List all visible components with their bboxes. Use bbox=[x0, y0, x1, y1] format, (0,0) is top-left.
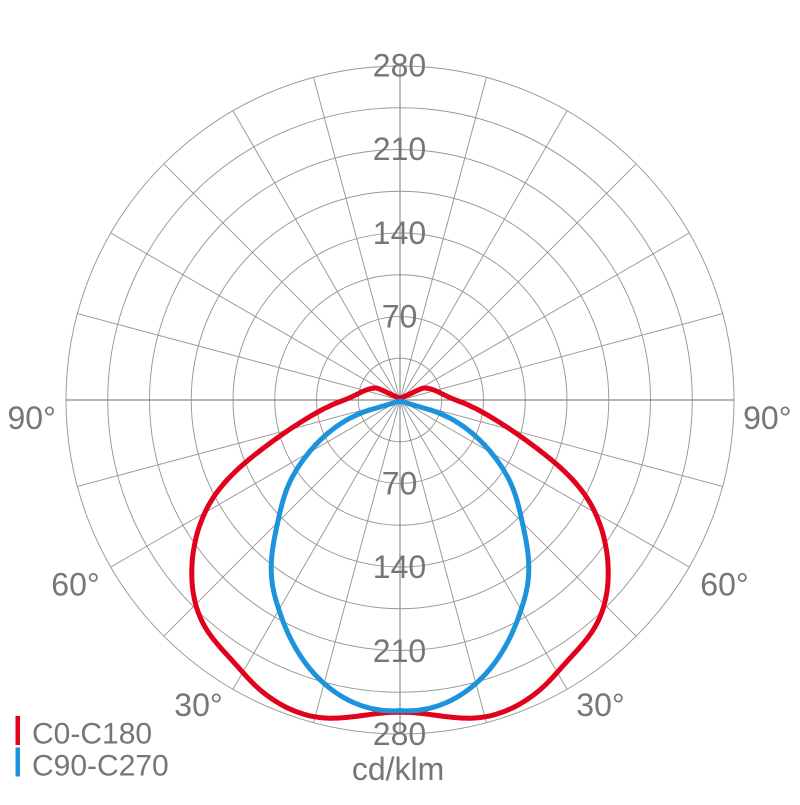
svg-text:90°: 90° bbox=[743, 400, 791, 436]
svg-text:30°: 30° bbox=[174, 687, 222, 723]
svg-text:70: 70 bbox=[382, 466, 418, 502]
svg-text:cd/klm: cd/klm bbox=[352, 751, 444, 787]
svg-text:60°: 60° bbox=[51, 567, 99, 603]
svg-text:280: 280 bbox=[373, 48, 426, 84]
svg-text:140: 140 bbox=[373, 215, 426, 251]
svg-text:210: 210 bbox=[373, 131, 426, 167]
svg-text:90°: 90° bbox=[8, 400, 56, 436]
svg-text:C0-C180: C0-C180 bbox=[32, 718, 152, 751]
svg-text:30°: 30° bbox=[576, 687, 624, 723]
svg-text:280: 280 bbox=[373, 716, 426, 752]
svg-text:210: 210 bbox=[373, 633, 426, 669]
svg-text:C90-C270: C90-C270 bbox=[32, 750, 169, 783]
svg-text:70: 70 bbox=[382, 298, 418, 334]
svg-text:60°: 60° bbox=[700, 567, 748, 603]
svg-text:140: 140 bbox=[373, 549, 426, 585]
